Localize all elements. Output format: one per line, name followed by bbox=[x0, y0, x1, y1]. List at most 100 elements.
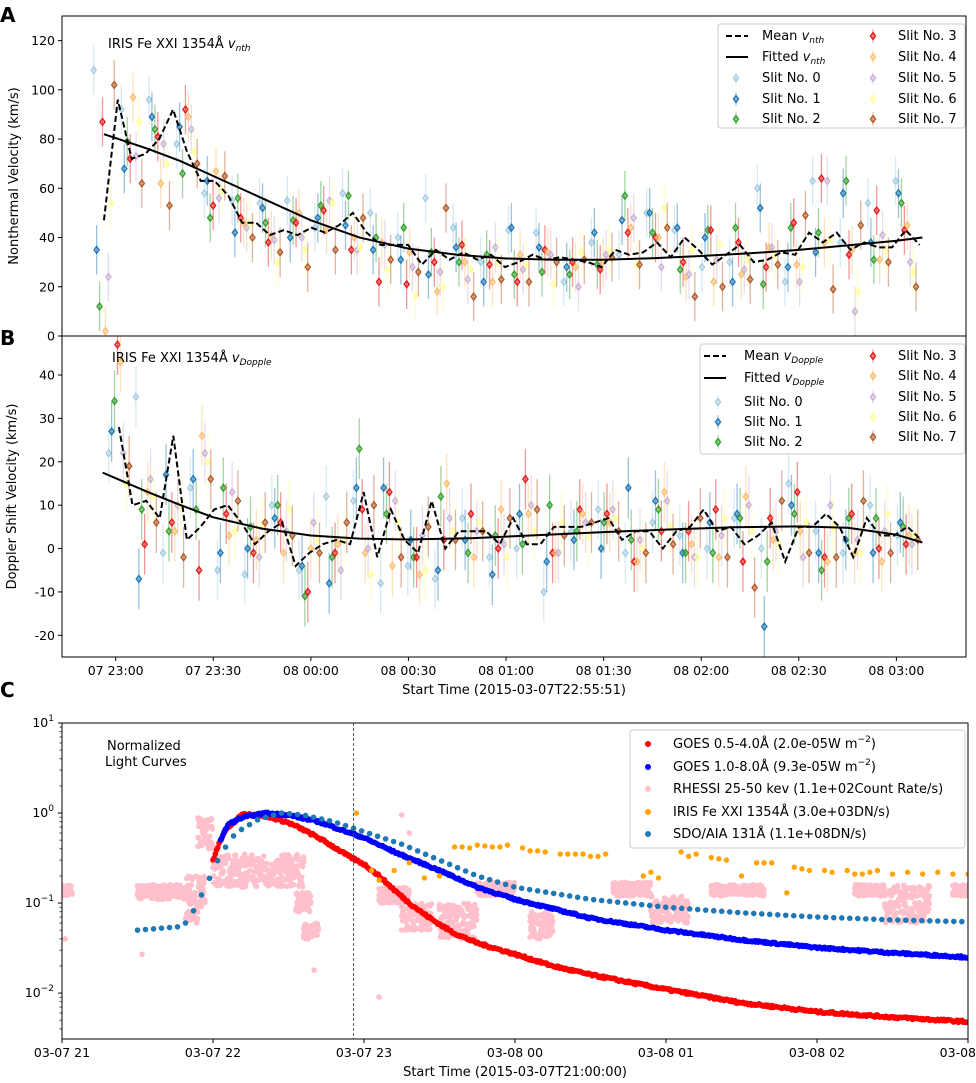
legend-slit-0-marker bbox=[714, 397, 722, 407]
slit-5-point bbox=[745, 500, 753, 510]
legend-marker-1 bbox=[645, 764, 651, 770]
slit-7-point bbox=[774, 260, 782, 270]
x-tick-label: 03-08 bbox=[940, 1045, 976, 1060]
legend-slit-1-label: Slit No. 1 bbox=[744, 415, 803, 430]
aia-point bbox=[134, 927, 141, 933]
slit-2-point bbox=[732, 223, 739, 233]
aia-point bbox=[334, 820, 341, 826]
slit-0-point bbox=[339, 188, 346, 198]
iris-point bbox=[534, 848, 541, 854]
slit-2-point bbox=[649, 228, 656, 238]
slit-6-point bbox=[530, 526, 538, 536]
aia-point bbox=[382, 836, 389, 842]
aia-point bbox=[774, 912, 781, 918]
slit-5-point bbox=[255, 552, 263, 562]
rhessi-point bbox=[926, 893, 933, 899]
aia-point bbox=[222, 844, 229, 850]
slit-4-point bbox=[544, 247, 552, 257]
slit-0-point bbox=[295, 565, 303, 575]
rhessi-point bbox=[62, 936, 68, 942]
legend: GOES 0.5-4.0Å (2.0e-05W m−2)GOES 1.0-8.0… bbox=[629, 729, 966, 849]
slit-1-point bbox=[231, 228, 239, 238]
legend-slit-1-marker bbox=[732, 94, 740, 104]
iris-point bbox=[421, 875, 428, 881]
iris-point bbox=[353, 810, 360, 816]
legend-marker-2 bbox=[645, 786, 651, 792]
rhessi-point bbox=[406, 887, 412, 893]
slit-1-point bbox=[434, 565, 442, 575]
slit-1-point bbox=[516, 509, 523, 519]
slit-4-point bbox=[416, 569, 423, 580]
slit-4-point bbox=[102, 326, 109, 336]
slit-4-point bbox=[796, 526, 804, 536]
slit-1-point bbox=[839, 188, 847, 198]
slit-0-point bbox=[540, 587, 548, 597]
slit-6-point bbox=[557, 517, 565, 528]
slit-0-point bbox=[200, 188, 208, 198]
slit-1-point bbox=[342, 220, 349, 230]
base: 10 bbox=[25, 985, 41, 1000]
y-tick-label: -20 bbox=[35, 628, 55, 643]
rhessi-point bbox=[298, 879, 305, 886]
slit-0-point bbox=[132, 392, 140, 402]
slit-0-point bbox=[560, 277, 568, 287]
fitted-line bbox=[103, 133, 923, 261]
slit-4-point bbox=[524, 509, 532, 519]
rhessi-point bbox=[299, 863, 306, 870]
slit-7-point bbox=[506, 513, 514, 523]
slit-2-point bbox=[138, 504, 146, 515]
slit-5-point bbox=[851, 306, 859, 316]
slit-7-point bbox=[397, 552, 405, 562]
aia-point bbox=[214, 857, 221, 864]
slit-0-point bbox=[105, 448, 113, 458]
legend-slit-5-marker bbox=[869, 392, 877, 402]
slit-2-point bbox=[676, 264, 684, 275]
slit-7-point bbox=[887, 548, 895, 558]
legend-slit-0-label: Slit No. 0 bbox=[744, 395, 803, 410]
slit-6-point bbox=[721, 513, 728, 523]
y-tick-label: 10−1 bbox=[25, 894, 54, 910]
iris-point bbox=[965, 871, 968, 877]
exponent: 0 bbox=[48, 804, 54, 814]
aia-point bbox=[606, 898, 613, 905]
slit-0-point bbox=[394, 232, 402, 243]
slit-7-point bbox=[470, 292, 478, 302]
rhessi-point bbox=[964, 888, 968, 895]
legend-slit-0-marker bbox=[732, 73, 740, 83]
iris-point bbox=[723, 857, 730, 863]
plot-area bbox=[90, 45, 923, 336]
rhessi-point bbox=[211, 873, 217, 880]
slit-3-point bbox=[790, 218, 798, 228]
panel-label-b: B bbox=[0, 326, 15, 350]
slit-2-point bbox=[301, 591, 309, 601]
slit-7-point bbox=[802, 210, 809, 220]
slit-3-point bbox=[264, 237, 272, 248]
iris-point bbox=[889, 871, 896, 877]
iris-point bbox=[587, 853, 594, 860]
slit-6-point bbox=[693, 552, 701, 562]
annotation-var: v bbox=[228, 37, 236, 52]
iris-point bbox=[451, 844, 458, 850]
slit-7-point bbox=[221, 171, 229, 181]
rhessi-point bbox=[306, 908, 313, 915]
slit-1-point bbox=[733, 509, 741, 519]
slit-6-point bbox=[639, 543, 647, 554]
slit-0-point bbox=[214, 565, 221, 575]
t: Fitted bbox=[762, 50, 803, 65]
slit-1-point bbox=[756, 203, 764, 213]
iris-point bbox=[806, 867, 813, 874]
slit-7-point bbox=[424, 522, 432, 532]
sup: −2 bbox=[858, 758, 871, 768]
aia-point bbox=[270, 812, 277, 818]
slit-3-point bbox=[292, 218, 300, 228]
rhessi-point bbox=[216, 876, 223, 883]
slit-6-point bbox=[384, 264, 392, 275]
slit-1-point bbox=[120, 164, 128, 174]
legend-slit-2-marker bbox=[714, 437, 722, 447]
slit-1-point bbox=[570, 535, 578, 545]
iris-point bbox=[904, 869, 911, 875]
aia-point bbox=[862, 916, 869, 922]
slit-3-point bbox=[521, 474, 529, 484]
slit-4-point bbox=[323, 225, 331, 235]
slit-0-point bbox=[458, 513, 466, 523]
